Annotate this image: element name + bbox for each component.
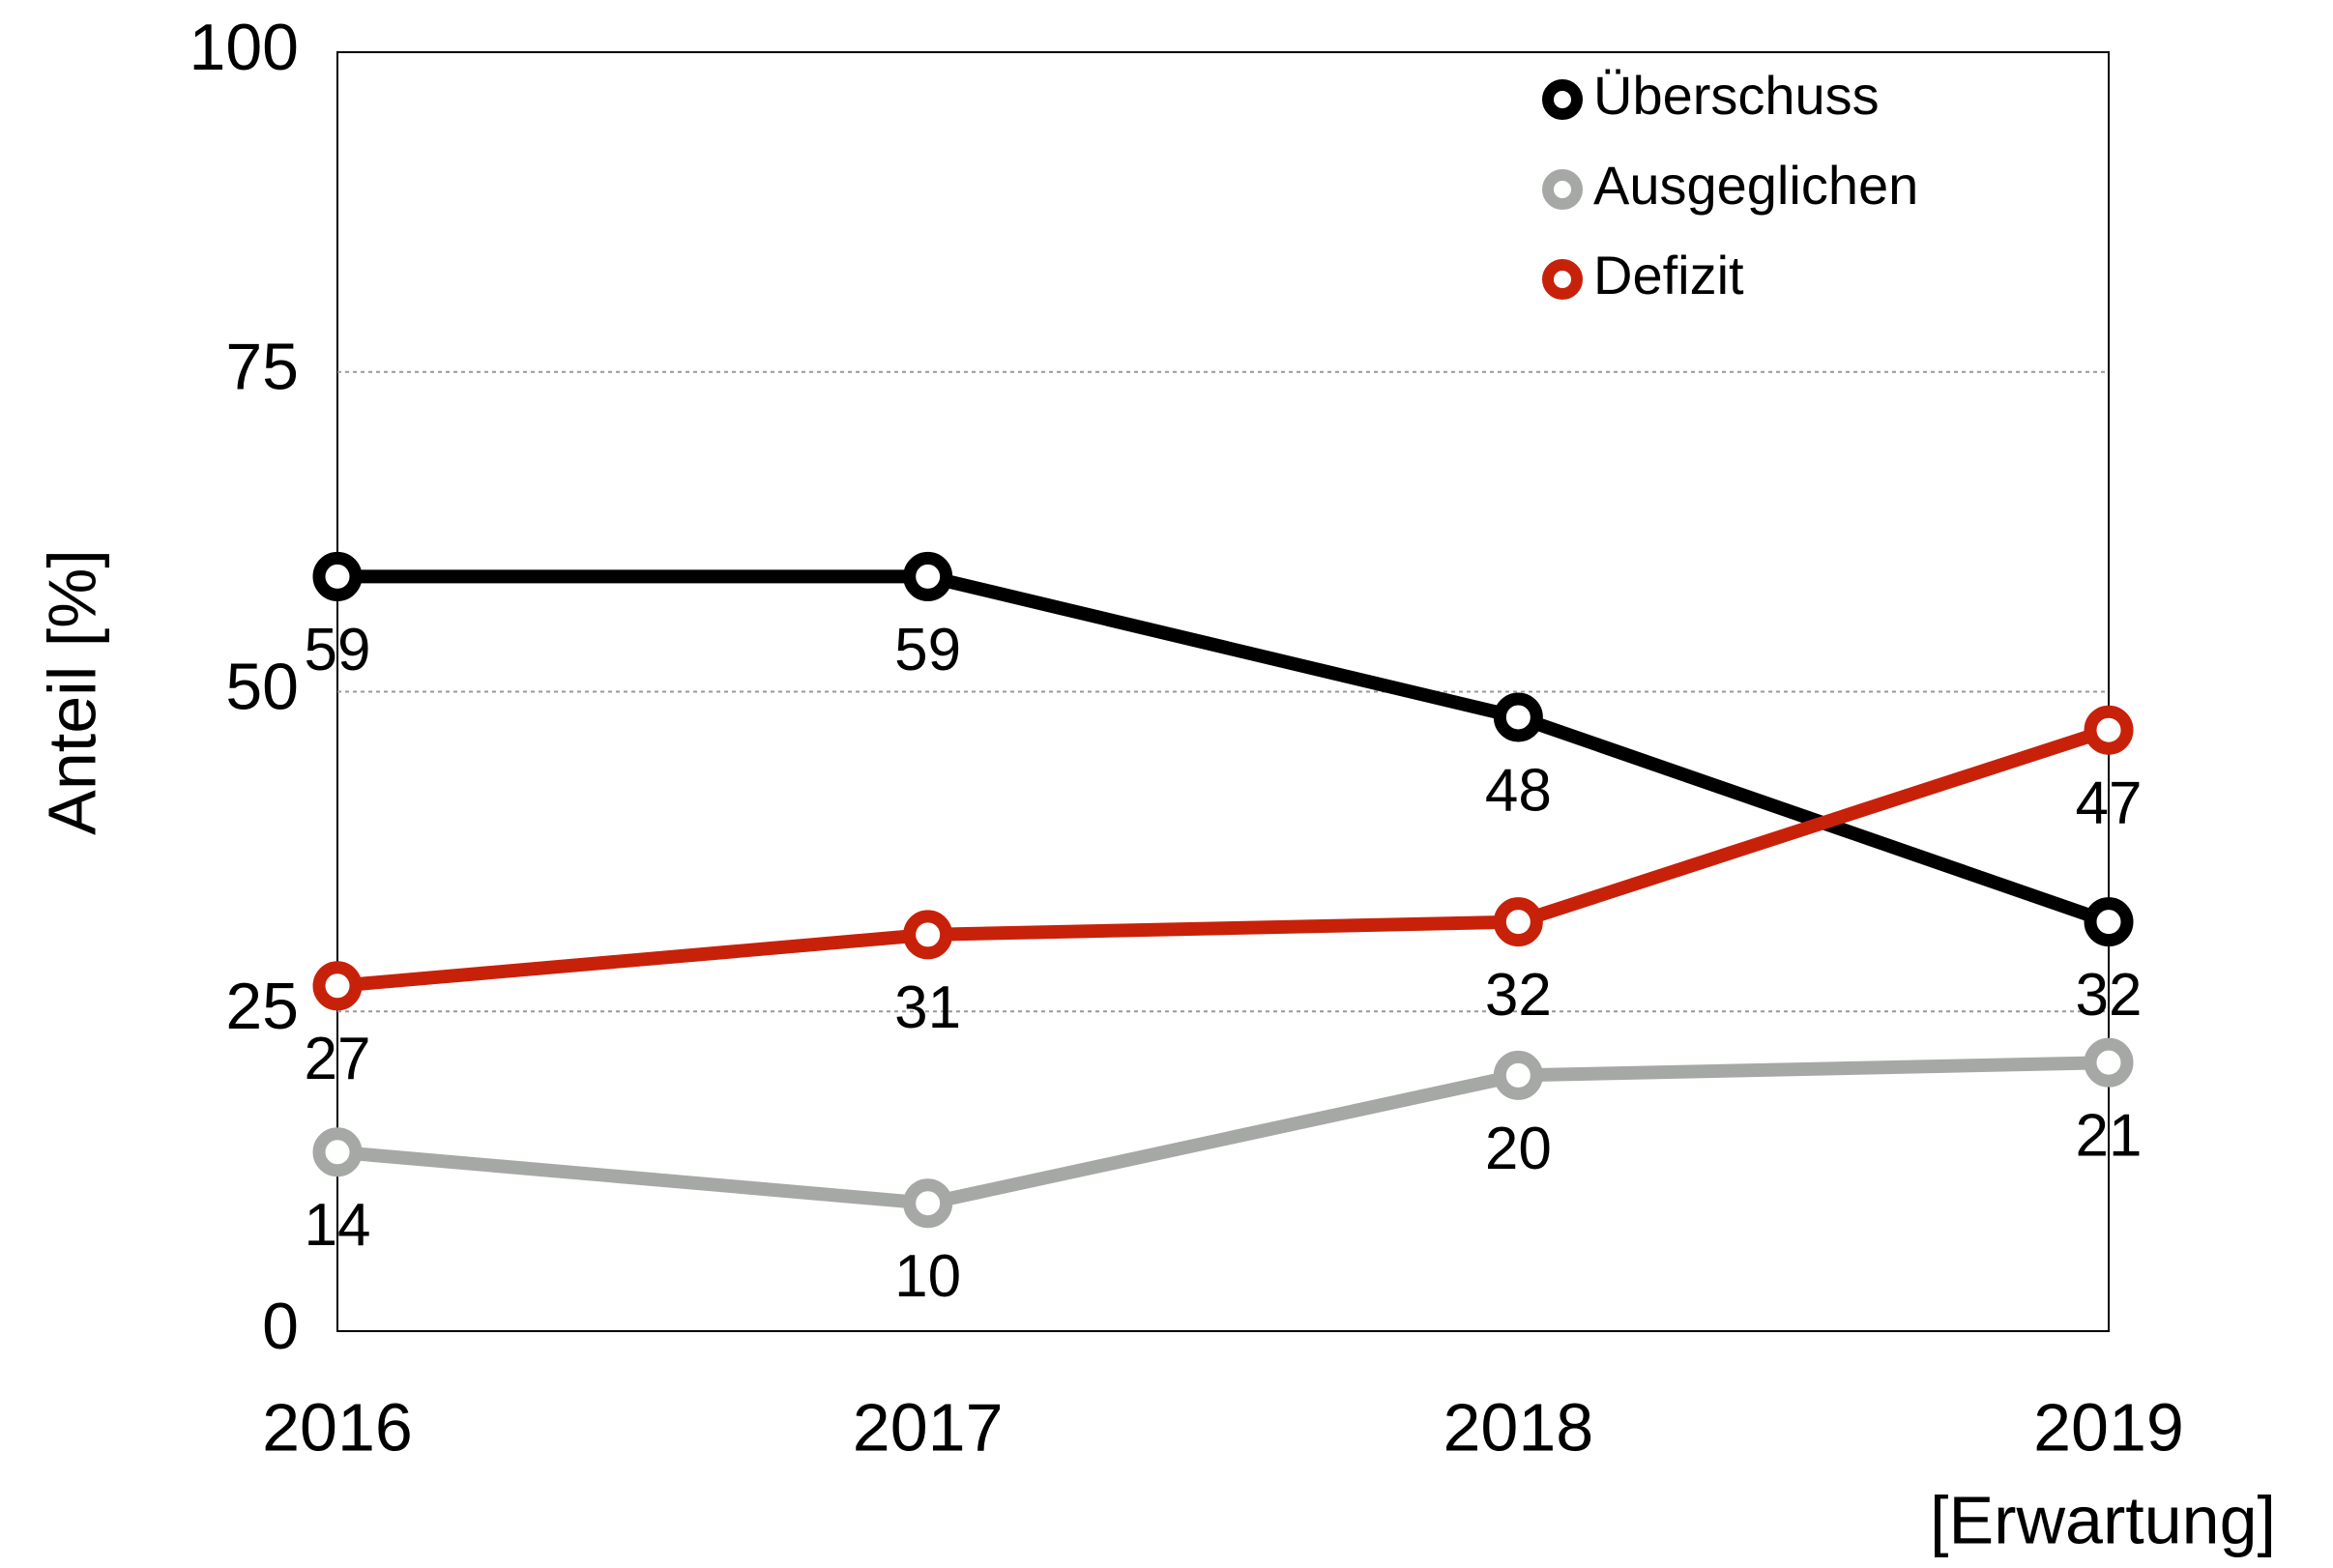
data-label: 20 [1485,1116,1552,1182]
series-line [336,723,2112,993]
legend-label: Überschuss [1593,65,1880,126]
data-label: 14 [305,1192,371,1259]
x-tick-label: 2017 [853,1389,1004,1465]
legend-marker [1542,79,1583,120]
legend-label: Defizit [1593,245,1744,305]
series-line [336,1056,2110,1210]
data-label: 32 [1485,962,1552,1029]
data-label: 27 [305,1026,371,1092]
data-label: 21 [2076,1103,2143,1170]
data-label: 59 [305,617,371,683]
data-label: 10 [894,1243,961,1310]
x-annotation: [Erwartung] [1930,1482,2276,1557]
y-axis-label: Anteil [%] [34,549,109,835]
point-marker [312,1127,363,1177]
point-marker [903,1178,953,1229]
x-tick-label: 2019 [2033,1389,2184,1465]
point-marker [903,551,953,601]
point-marker [1493,1050,1543,1100]
series-line [337,569,2112,929]
y-tick-label: 100 [190,11,299,84]
point-marker [312,961,363,1011]
y-tick-label: 25 [225,970,299,1043]
point-marker [1493,692,1543,742]
data-label: 31 [894,974,961,1041]
x-tick-label: 2018 [1443,1389,1593,1465]
point-marker [2084,897,2134,947]
y-tick-label: 50 [225,650,299,723]
point-marker [2084,1037,2134,1088]
legend-marker [1542,259,1583,300]
y-tick-label: 75 [225,331,299,404]
point-marker [312,551,363,601]
point-marker [903,910,953,960]
data-label: 47 [2076,770,2143,837]
data-label: 48 [1485,757,1552,824]
legend-label: Ausgeglichen [1593,155,1918,216]
legend-marker [1542,169,1583,210]
point-marker [1493,897,1543,947]
y-tick-label: 0 [262,1290,299,1363]
data-label: 59 [894,617,961,683]
point-marker [2084,705,2134,755]
x-tick-label: 2016 [262,1389,413,1465]
data-label: 32 [2076,962,2143,1029]
